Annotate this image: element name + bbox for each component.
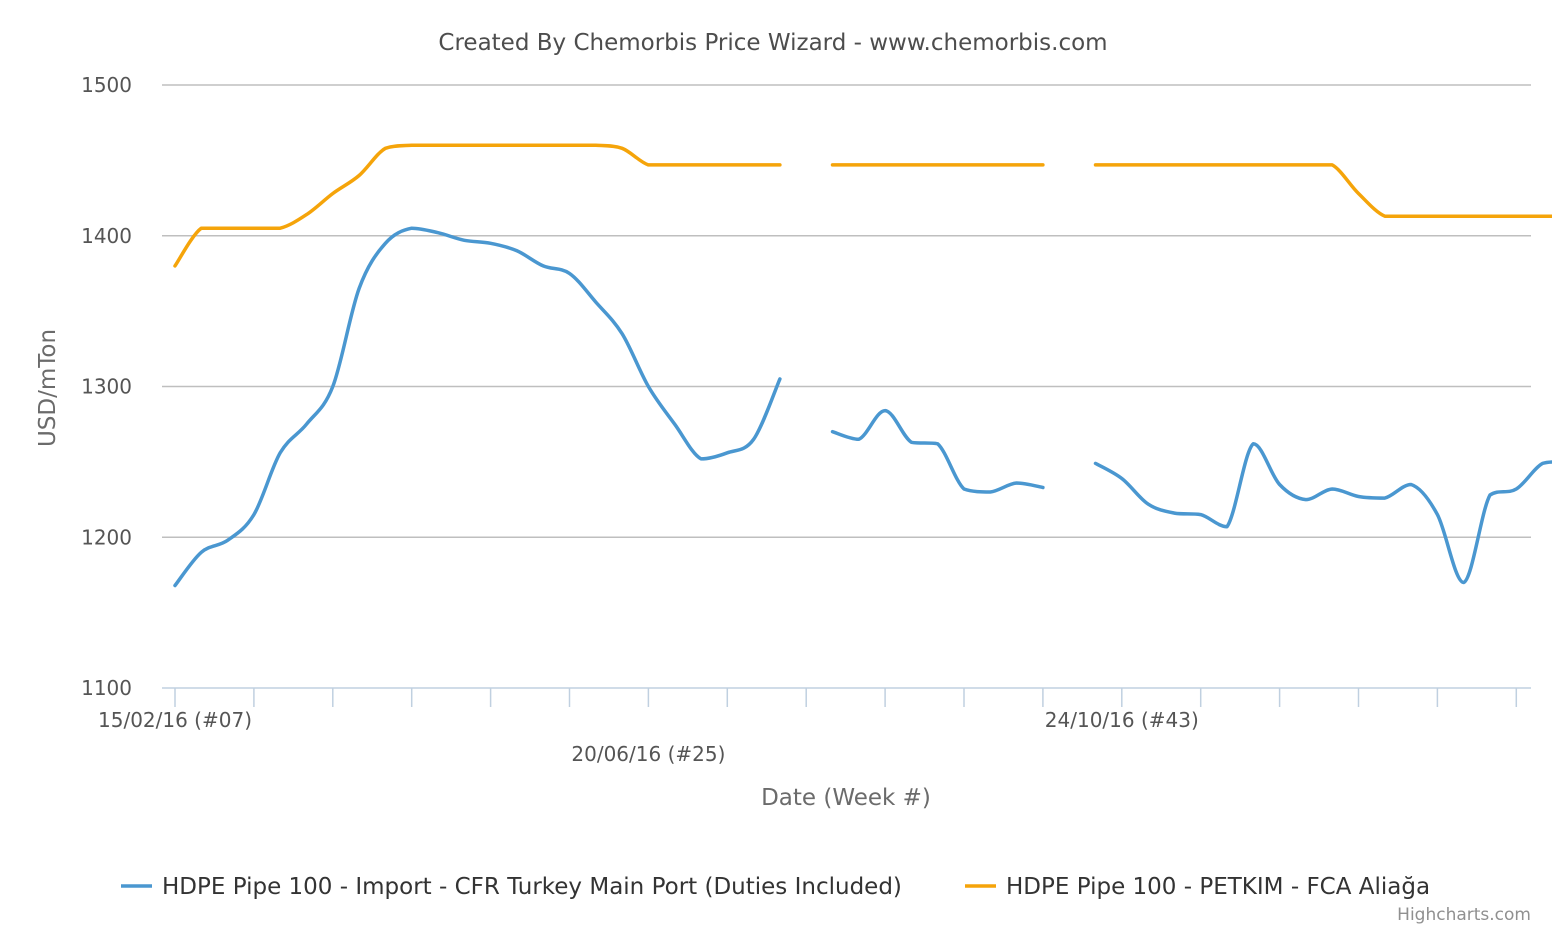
series-line-2-segment-1	[173, 143, 782, 268]
y-tick-label: 1300	[81, 375, 132, 399]
grid	[162, 84, 1531, 538]
series-line-2-segment-3	[1093, 163, 1552, 218]
x-axis-title: Date (Week #)	[761, 785, 931, 811]
chart-title: Created By Chemorbis Price Wizard - www.…	[438, 30, 1107, 56]
series-line-1-segment-3	[1093, 442, 1552, 585]
legend-label: HDPE Pipe 100 - PETKIM - FCA Aliağa	[1006, 874, 1430, 900]
x-tick-label: 15/02/16 (#07)	[98, 708, 252, 732]
y-tick-label: 1100	[81, 676, 132, 700]
y-axis: 1100 1200 1300 1400 1500	[81, 73, 132, 700]
x-tick-label: 20/06/16 (#25)	[571, 742, 725, 766]
x-tick-label: 24/10/16 (#43)	[1045, 708, 1199, 732]
plot-area	[173, 143, 1552, 588]
legend-item-1[interactable]: HDPE Pipe 100 - Import - CFR Turkey Main…	[121, 874, 902, 900]
y-axis-title: USD/mTon	[35, 329, 61, 447]
series-line-1-segment-2	[830, 408, 1045, 494]
series-line-1-segment-1	[173, 226, 782, 588]
y-tick-label: 1400	[81, 224, 132, 248]
legend-item-2[interactable]: HDPE Pipe 100 - PETKIM - FCA Aliağa	[965, 874, 1430, 900]
legend: HDPE Pipe 100 - Import - CFR Turkey Main…	[121, 874, 1430, 900]
legend-label: HDPE Pipe 100 - Import - CFR Turkey Main…	[162, 874, 902, 900]
y-tick-label: 1500	[81, 73, 132, 97]
y-tick-label: 1200	[81, 525, 132, 549]
credit-link[interactable]: Highcharts.com	[1397, 905, 1531, 925]
x-axis: 15/02/16 (#07) 20/06/16 (#25) 24/10/16 (#4…	[98, 687, 1531, 766]
